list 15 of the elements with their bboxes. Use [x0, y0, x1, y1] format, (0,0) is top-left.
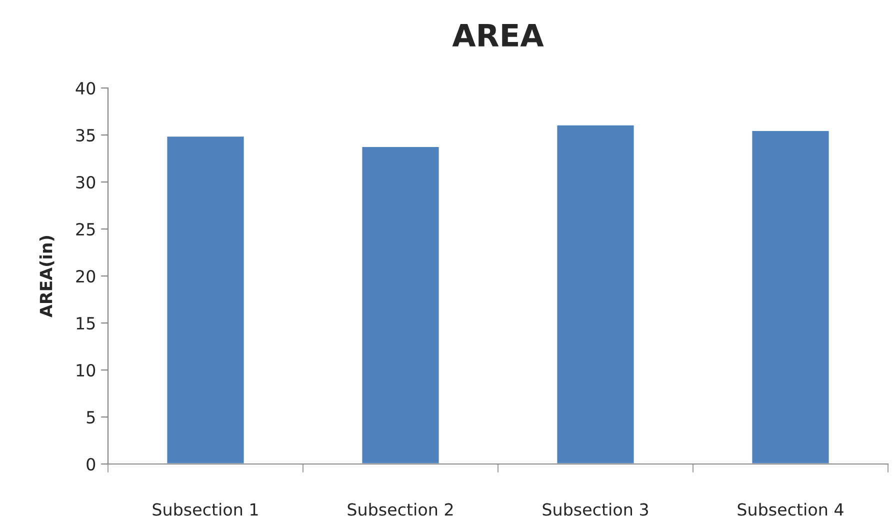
- x-tick-label: Subsection 1: [152, 502, 258, 516]
- x-tick-label: Subsection 4: [738, 502, 844, 516]
- x-tick-label: Subsection 2: [348, 502, 453, 516]
- y-axis-title: AREA(in): [39, 236, 54, 318]
- y-tick-label: 35: [76, 128, 95, 142]
- chart-title: AREA: [452, 24, 544, 46]
- y-tick-label: 0: [86, 458, 96, 471]
- y-tick-label: 25: [76, 222, 95, 236]
- y-tick-label: 5: [86, 411, 95, 424]
- y-tick-label: 30: [76, 176, 96, 189]
- y-tick-label: 40: [76, 82, 96, 95]
- y-tick-label: 20: [76, 270, 96, 283]
- y-tick-label: 10: [76, 364, 96, 377]
- y-tick-label: 15: [76, 317, 95, 330]
- x-tick-label: Subsection 3: [542, 502, 648, 516]
